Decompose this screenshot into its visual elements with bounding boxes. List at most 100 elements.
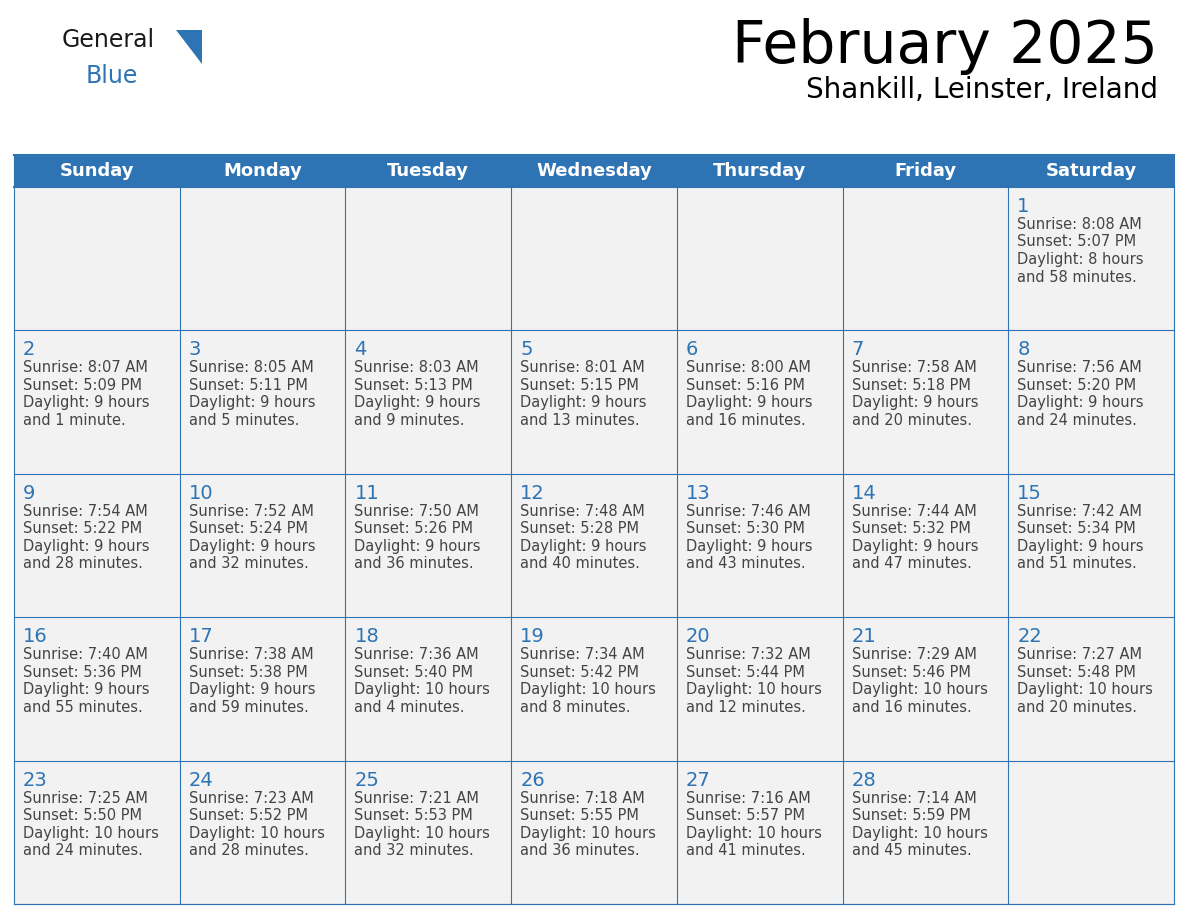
Text: Daylight: 10 hours: Daylight: 10 hours	[852, 825, 987, 841]
Text: 17: 17	[189, 627, 214, 646]
Text: Sunset: 5:52 PM: Sunset: 5:52 PM	[189, 808, 308, 823]
Text: Sunset: 5:59 PM: Sunset: 5:59 PM	[852, 808, 971, 823]
Text: and 58 minutes.: and 58 minutes.	[1017, 270, 1137, 285]
Text: and 32 minutes.: and 32 minutes.	[189, 556, 309, 571]
Text: Sunrise: 8:00 AM: Sunrise: 8:00 AM	[685, 361, 810, 375]
Text: and 41 minutes.: and 41 minutes.	[685, 843, 805, 858]
Text: Sunrise: 8:08 AM: Sunrise: 8:08 AM	[1017, 217, 1142, 232]
Text: Daylight: 10 hours: Daylight: 10 hours	[852, 682, 987, 697]
Text: Sunset: 5:42 PM: Sunset: 5:42 PM	[520, 665, 639, 679]
Text: Sunset: 5:11 PM: Sunset: 5:11 PM	[189, 378, 308, 393]
Bar	[346, 761, 511, 904]
Bar	[511, 617, 677, 761]
Text: 23: 23	[23, 770, 48, 789]
Text: Sunrise: 7:44 AM: Sunrise: 7:44 AM	[852, 504, 977, 519]
Text: Sunset: 5:55 PM: Sunset: 5:55 PM	[520, 808, 639, 823]
Text: and 28 minutes.: and 28 minutes.	[23, 556, 143, 571]
Text: Daylight: 10 hours: Daylight: 10 hours	[23, 825, 159, 841]
Text: Sunrise: 7:21 AM: Sunrise: 7:21 AM	[354, 790, 479, 806]
Polygon shape	[176, 30, 202, 64]
Text: Sunrise: 7:18 AM: Sunrise: 7:18 AM	[520, 790, 645, 806]
Text: Sunset: 5:30 PM: Sunset: 5:30 PM	[685, 521, 804, 536]
Text: Monday: Monday	[223, 162, 302, 180]
Bar	[677, 330, 842, 474]
Text: Sunrise: 7:34 AM: Sunrise: 7:34 AM	[520, 647, 645, 662]
Text: Daylight: 10 hours: Daylight: 10 hours	[520, 825, 656, 841]
Text: Sunrise: 8:01 AM: Sunrise: 8:01 AM	[520, 361, 645, 375]
Bar	[842, 474, 1009, 617]
Text: 3: 3	[189, 341, 201, 360]
Text: Sunset: 5:32 PM: Sunset: 5:32 PM	[852, 521, 971, 536]
Text: Sunset: 5:20 PM: Sunset: 5:20 PM	[1017, 378, 1137, 393]
Text: Sunrise: 7:14 AM: Sunrise: 7:14 AM	[852, 790, 977, 806]
Bar	[1009, 474, 1174, 617]
Bar	[1009, 330, 1174, 474]
Text: Daylight: 9 hours: Daylight: 9 hours	[354, 396, 481, 410]
Text: and 43 minutes.: and 43 minutes.	[685, 556, 805, 571]
Bar	[511, 187, 677, 330]
Text: and 20 minutes.: and 20 minutes.	[1017, 700, 1137, 715]
Bar	[179, 187, 346, 330]
Text: Sunrise: 7:25 AM: Sunrise: 7:25 AM	[23, 790, 147, 806]
Text: 24: 24	[189, 770, 214, 789]
Text: and 20 minutes.: and 20 minutes.	[852, 413, 972, 428]
Text: Sunset: 5:36 PM: Sunset: 5:36 PM	[23, 665, 141, 679]
Bar	[179, 474, 346, 617]
Text: 28: 28	[852, 770, 877, 789]
Text: and 28 minutes.: and 28 minutes.	[189, 843, 309, 858]
Text: Sunset: 5:26 PM: Sunset: 5:26 PM	[354, 521, 474, 536]
Text: 13: 13	[685, 484, 710, 503]
Text: 21: 21	[852, 627, 877, 646]
Text: Tuesday: Tuesday	[387, 162, 469, 180]
Text: Sunset: 5:09 PM: Sunset: 5:09 PM	[23, 378, 143, 393]
Text: Daylight: 10 hours: Daylight: 10 hours	[520, 682, 656, 697]
Text: Sunset: 5:15 PM: Sunset: 5:15 PM	[520, 378, 639, 393]
Bar	[511, 474, 677, 617]
Text: Sunrise: 7:58 AM: Sunrise: 7:58 AM	[852, 361, 977, 375]
Bar	[677, 474, 842, 617]
Text: Sunrise: 7:36 AM: Sunrise: 7:36 AM	[354, 647, 479, 662]
Text: 10: 10	[189, 484, 214, 503]
Text: Daylight: 9 hours: Daylight: 9 hours	[520, 539, 646, 554]
Text: and 59 minutes.: and 59 minutes.	[189, 700, 309, 715]
Text: Sunrise: 7:27 AM: Sunrise: 7:27 AM	[1017, 647, 1143, 662]
Text: Sunset: 5:13 PM: Sunset: 5:13 PM	[354, 378, 473, 393]
Text: and 24 minutes.: and 24 minutes.	[1017, 413, 1137, 428]
Text: and 4 minutes.: and 4 minutes.	[354, 700, 465, 715]
Bar	[511, 330, 677, 474]
Text: Daylight: 9 hours: Daylight: 9 hours	[23, 539, 150, 554]
Text: General: General	[62, 28, 156, 52]
Text: Daylight: 10 hours: Daylight: 10 hours	[354, 682, 491, 697]
Text: 4: 4	[354, 341, 367, 360]
Text: Sunrise: 7:46 AM: Sunrise: 7:46 AM	[685, 504, 810, 519]
Text: Sunrise: 7:23 AM: Sunrise: 7:23 AM	[189, 790, 314, 806]
Text: Sunrise: 7:52 AM: Sunrise: 7:52 AM	[189, 504, 314, 519]
Text: Sunset: 5:24 PM: Sunset: 5:24 PM	[189, 521, 308, 536]
Text: Sunset: 5:40 PM: Sunset: 5:40 PM	[354, 665, 474, 679]
Text: Sunset: 5:34 PM: Sunset: 5:34 PM	[1017, 521, 1136, 536]
Text: Sunrise: 7:48 AM: Sunrise: 7:48 AM	[520, 504, 645, 519]
Text: Wednesday: Wednesday	[536, 162, 652, 180]
Text: 16: 16	[23, 627, 48, 646]
Text: 14: 14	[852, 484, 877, 503]
Text: and 36 minutes.: and 36 minutes.	[354, 556, 474, 571]
Bar	[14, 187, 179, 330]
Text: and 13 minutes.: and 13 minutes.	[520, 413, 640, 428]
Text: 27: 27	[685, 770, 710, 789]
Text: Daylight: 9 hours: Daylight: 9 hours	[852, 539, 978, 554]
Text: Sunrise: 8:03 AM: Sunrise: 8:03 AM	[354, 361, 479, 375]
Text: and 40 minutes.: and 40 minutes.	[520, 556, 640, 571]
Text: 8: 8	[1017, 341, 1030, 360]
Text: Sunset: 5:50 PM: Sunset: 5:50 PM	[23, 808, 143, 823]
Bar	[842, 617, 1009, 761]
Text: 12: 12	[520, 484, 545, 503]
Text: Sunrise: 7:54 AM: Sunrise: 7:54 AM	[23, 504, 147, 519]
Bar	[511, 761, 677, 904]
Text: Sunrise: 7:40 AM: Sunrise: 7:40 AM	[23, 647, 147, 662]
Text: Daylight: 10 hours: Daylight: 10 hours	[1017, 682, 1154, 697]
Text: Daylight: 10 hours: Daylight: 10 hours	[354, 825, 491, 841]
Bar	[842, 187, 1009, 330]
Bar	[1009, 187, 1174, 330]
Text: Daylight: 10 hours: Daylight: 10 hours	[189, 825, 324, 841]
Text: Daylight: 10 hours: Daylight: 10 hours	[685, 682, 822, 697]
